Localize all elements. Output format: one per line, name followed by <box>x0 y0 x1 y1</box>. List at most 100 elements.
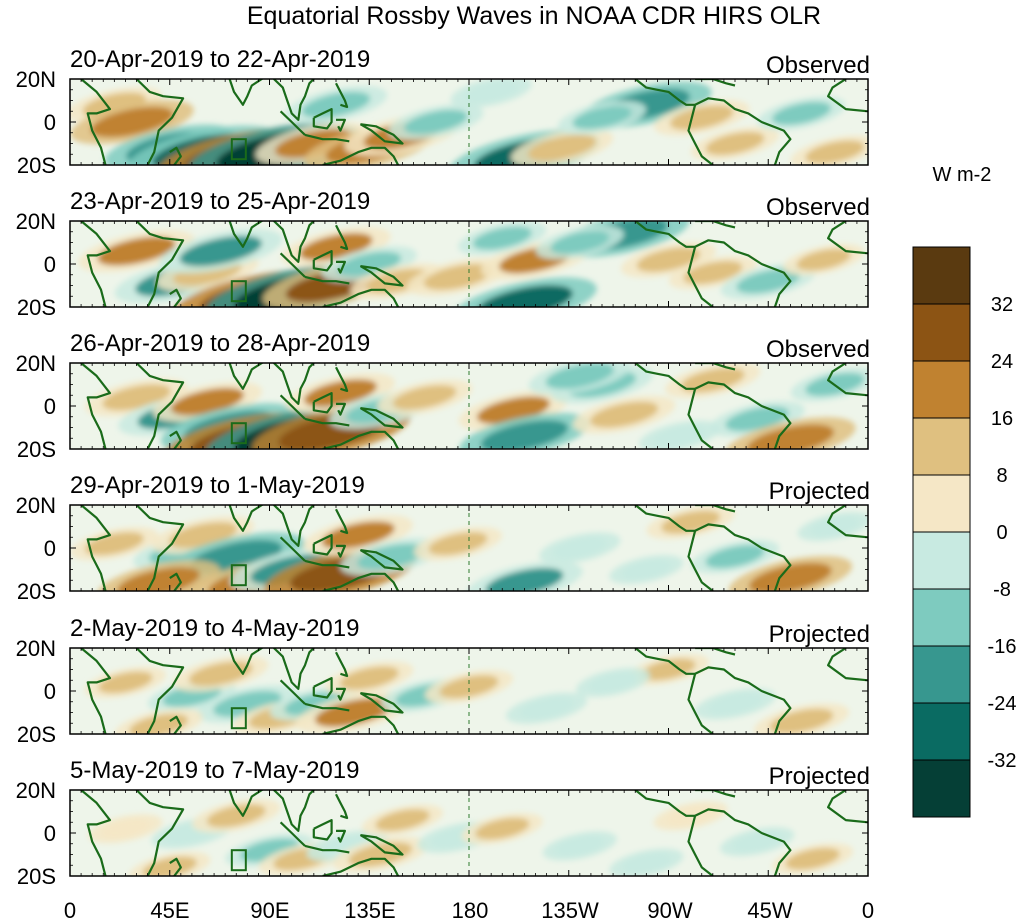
coastline <box>336 118 346 132</box>
coastline <box>169 146 182 165</box>
panel-type-label: Observed <box>766 52 870 79</box>
coastline <box>634 363 696 390</box>
coastline <box>80 790 111 876</box>
coastline <box>228 79 264 106</box>
coastline <box>359 549 404 571</box>
anomaly-core <box>749 562 832 591</box>
colorbar-boxes <box>912 246 971 818</box>
colorbar-box <box>912 759 971 818</box>
panel-6: 20N 0 20S 5-May-2019 to 7-May-2019 Projected <box>16 757 870 889</box>
coastline <box>827 79 868 113</box>
anomaly-core <box>321 521 395 549</box>
coastline <box>312 819 333 841</box>
anomaly-core <box>519 697 574 719</box>
colorbar-tick-label: 16 <box>991 408 1013 430</box>
coastline <box>169 288 182 307</box>
coastlines <box>80 648 868 734</box>
anomaly-core <box>683 261 743 285</box>
coastline <box>687 673 714 734</box>
x-tick-label: 0 <box>862 898 874 923</box>
colorbar-box <box>912 702 971 761</box>
panel-date-range: 20-Apr-2019 to 22-Apr-2019 <box>70 46 370 73</box>
coastline <box>135 221 185 307</box>
x-tick-label: 90W <box>647 898 692 923</box>
coastline <box>80 221 111 307</box>
panel-date-range: 2-May-2019 to 4-May-2019 <box>70 615 359 642</box>
panel-date-range: 5-May-2019 to 7-May-2019 <box>70 757 359 784</box>
x-tick-label: 135E <box>344 898 395 923</box>
coastline <box>279 394 306 420</box>
anomaly-core <box>90 106 174 138</box>
coastline <box>273 363 315 405</box>
coastlines <box>80 505 868 591</box>
coastline <box>312 677 333 699</box>
coastline <box>228 648 264 675</box>
anomaly-core <box>485 568 564 591</box>
coastline <box>279 821 306 847</box>
colorbar-tick-label: -32 <box>988 750 1017 772</box>
anomaly-core <box>636 247 701 272</box>
anomaly-core <box>403 109 468 135</box>
anomaly-core <box>102 384 171 411</box>
panel-type-label: Projected <box>769 478 870 505</box>
coastline <box>304 559 350 569</box>
coastline <box>359 265 404 287</box>
coastline <box>695 505 736 513</box>
coastline <box>80 505 111 591</box>
coastline <box>312 534 333 556</box>
anomaly-core <box>725 406 789 432</box>
anomaly-core <box>621 559 672 580</box>
coastline <box>687 530 714 591</box>
anomaly-core <box>669 105 734 130</box>
anomaly-core <box>480 420 568 449</box>
colorbar-box <box>912 474 971 533</box>
anomaly-core <box>299 233 373 261</box>
coastline <box>304 275 350 285</box>
region-box <box>230 280 247 303</box>
anomaly-core <box>572 106 632 130</box>
anomaly-core <box>641 658 696 681</box>
coastline <box>279 110 306 136</box>
coastline <box>335 224 349 250</box>
anomaly-core <box>423 263 493 290</box>
anomaly-field <box>70 363 868 449</box>
y-tick-label: 0 <box>44 252 56 277</box>
coastline <box>135 790 185 876</box>
coastline <box>695 790 736 798</box>
x-tick-label: 0 <box>64 898 76 923</box>
panel-type-label: Projected <box>769 621 870 648</box>
coastline <box>304 133 350 143</box>
anomaly-core <box>339 666 399 690</box>
anomaly-core <box>545 363 614 389</box>
coastline <box>359 692 404 714</box>
panel-type-label: Observed <box>766 336 870 363</box>
coastline <box>228 790 264 817</box>
coastline <box>304 417 350 427</box>
anomaly-core <box>98 671 153 694</box>
panel-5: 20N 0 20S 2-May-2019 to 4-May-2019 Projected <box>16 615 870 747</box>
anomaly-core <box>772 101 831 125</box>
region-box <box>230 422 247 445</box>
anomaly-core <box>117 567 200 591</box>
coastline <box>687 815 714 876</box>
anomaly-core <box>213 690 282 717</box>
coastline <box>322 146 400 165</box>
y-tick-label: 20S <box>17 579 56 604</box>
coastline <box>694 97 792 165</box>
anomaly-core <box>705 132 765 155</box>
anomaly-core <box>275 129 353 158</box>
colorbar-tick-label: 24 <box>991 351 1013 373</box>
coastline <box>634 505 696 532</box>
coastline <box>273 505 315 547</box>
y-tick-label: 20N <box>16 67 56 92</box>
anomaly-core <box>303 379 377 407</box>
x-tick-label: 90E <box>250 898 289 923</box>
coastline <box>322 288 400 307</box>
anomaly-core <box>681 368 745 393</box>
coastline <box>336 829 346 843</box>
panel-2: 20N 0 20S 23-Apr-2019 to 25-Apr-2019 Observe… <box>16 188 870 320</box>
coastlines <box>80 221 868 307</box>
coastline <box>322 430 400 449</box>
coastline <box>335 508 349 535</box>
y-tick-label: 20N <box>16 351 56 376</box>
